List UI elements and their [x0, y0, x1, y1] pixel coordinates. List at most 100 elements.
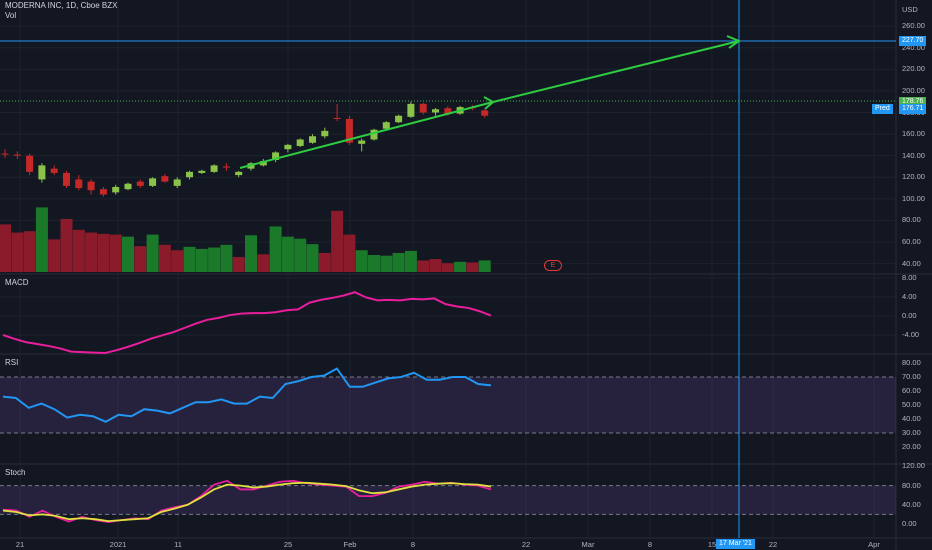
candle-body	[235, 171, 243, 176]
macd-title: MACD	[5, 278, 29, 287]
volume-bar	[97, 233, 110, 272]
candle-body	[186, 171, 193, 178]
price-tick-label: 240.00	[902, 42, 925, 52]
candlesticks	[1, 101, 489, 197]
volume-bar	[72, 229, 85, 272]
volume-bar	[208, 247, 221, 272]
price-tick-label: 40.00	[902, 258, 921, 268]
volume-bar	[23, 231, 36, 272]
candle-body	[26, 155, 34, 172]
volume-bar	[380, 255, 393, 272]
rsi-tick-label: 70.00	[902, 372, 921, 381]
stoch-d-line	[2, 481, 492, 523]
time-tick-label: 25	[283, 540, 293, 549]
earnings-label: E	[550, 262, 556, 269]
macd-tick-label: 4.00	[902, 292, 917, 301]
volume-bar	[294, 238, 307, 272]
volume-bar	[146, 234, 159, 272]
macd-tick-label: 0.00	[902, 311, 917, 320]
indicator-lines	[2, 291, 492, 523]
volume-bar	[195, 248, 208, 272]
candle-body	[149, 178, 157, 186]
candle-body	[75, 179, 83, 189]
volume-bar	[109, 234, 122, 272]
price-tick-label: 60.00	[902, 237, 921, 247]
price-tick-label: 100.00	[902, 193, 925, 203]
time-tick-label: 8	[410, 540, 416, 549]
candle-body	[272, 152, 280, 160]
candle-body	[173, 179, 181, 186]
volume-bar	[417, 260, 430, 272]
candle-body	[296, 139, 304, 146]
macd-line	[2, 291, 492, 355]
rsi-tick-label: 30.00	[902, 428, 921, 437]
volume-bar	[183, 246, 196, 272]
candle-body	[481, 110, 489, 116]
volume-bar	[269, 226, 282, 272]
candle-body	[444, 108, 452, 114]
volume-bar	[122, 236, 134, 272]
stoch-title: Stoch	[5, 468, 26, 477]
earnings-marker[interactable]: E	[544, 260, 562, 271]
last-price-tag: 178.76	[899, 97, 927, 107]
rsi-tick-label: 60.00	[902, 386, 921, 395]
prev-price-tag: 176.71	[899, 104, 927, 114]
volume-bar	[404, 250, 417, 272]
volume-bar	[466, 262, 479, 272]
drawing-overlay[interactable]	[0, 0, 896, 538]
candle-body	[13, 154, 21, 156]
volume-bar	[35, 207, 48, 272]
candle-body	[87, 181, 95, 191]
candle-body	[395, 115, 403, 123]
candle-body	[432, 109, 439, 113]
rsi-tick-label: 40.00	[902, 414, 921, 423]
volume-bar	[318, 252, 331, 272]
time-tick-label: 15	[707, 540, 717, 549]
rsi-title: RSI	[5, 358, 19, 367]
price-tick-label: 200.00	[902, 85, 925, 95]
time-tick-label: 21	[15, 540, 25, 549]
candle-body	[370, 129, 378, 140]
candle-body	[321, 130, 329, 137]
target-price-tag: 227.70	[899, 36, 927, 46]
candle-body	[112, 186, 120, 193]
volume-bar	[60, 218, 73, 272]
macd-tick-label: 8.00	[902, 273, 917, 282]
volume-bar	[441, 263, 454, 272]
volume-bar	[429, 259, 442, 272]
macd-tick-label: -4.00	[902, 330, 920, 339]
volume-bar	[355, 250, 368, 272]
volume-bar	[134, 246, 147, 272]
volume-label: Vol	[5, 11, 17, 20]
stoch-band	[0, 485, 896, 515]
candle-body	[222, 166, 230, 168]
volume-bar	[281, 236, 294, 272]
candle-body	[309, 136, 316, 143]
time-tick-label: Mar	[581, 540, 595, 549]
currency-label: USD	[902, 5, 918, 14]
price-tick-label: 220.00	[902, 64, 925, 74]
stoch-tick-label: 80.00	[902, 480, 921, 490]
candle-body	[210, 165, 218, 172]
volume-bar	[392, 252, 405, 272]
candle-body	[382, 122, 390, 129]
candle-body	[345, 118, 353, 143]
time-tick-label: 2021	[109, 540, 127, 549]
time-tick-label: 22	[521, 540, 531, 549]
stoch-k-line	[2, 479, 492, 523]
candle-body	[284, 144, 292, 150]
rsi-tick-label: 50.00	[902, 400, 921, 409]
volume-bar	[48, 239, 61, 272]
volume-bar	[0, 224, 11, 272]
candle-body	[419, 103, 427, 113]
volume-bar	[306, 244, 319, 272]
volume-bar	[454, 261, 467, 272]
candle-body	[63, 172, 70, 186]
symbol-title: MODERNA INC, 1D, Cboe BZX	[5, 1, 118, 10]
volume-bar	[220, 244, 233, 272]
price-tick-label: 140.00	[902, 150, 925, 160]
time-tick-label: Apr	[868, 540, 880, 549]
rsi-tick-label: 20.00	[902, 442, 921, 451]
